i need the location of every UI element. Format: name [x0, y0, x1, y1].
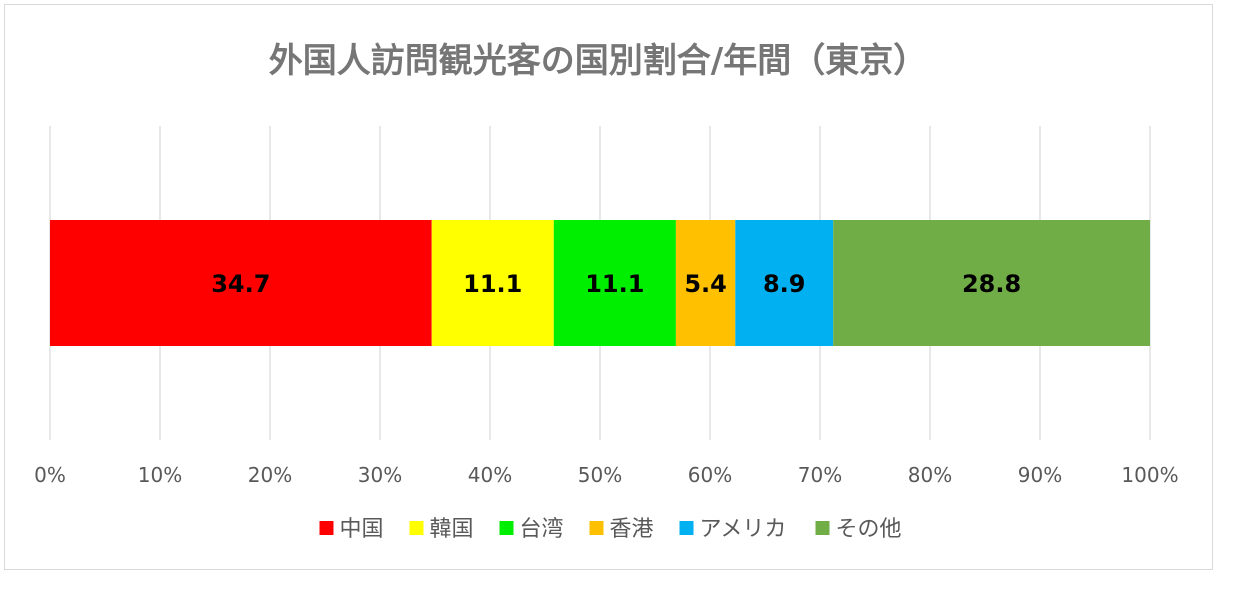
- x-tick-label: 60%: [688, 463, 732, 487]
- bar-segment: [553, 220, 676, 346]
- data-label: 28.8: [962, 270, 1021, 298]
- x-tick-label: 30%: [358, 463, 402, 487]
- legend-label: 香港: [610, 517, 654, 542]
- x-tick-label: 20%: [248, 463, 292, 487]
- data-label: 11.1: [585, 270, 644, 298]
- bar-segment: [431, 220, 554, 346]
- legend-label: アメリカ: [700, 517, 787, 542]
- x-tick-label: 80%: [908, 463, 952, 487]
- legend-swatch: [589, 521, 604, 535]
- bar-segment: [735, 220, 834, 346]
- bar-segment: [50, 220, 432, 346]
- legend-swatch: [679, 521, 694, 535]
- legend-swatch: [409, 521, 424, 535]
- x-axis-ticks: 0% 10% 20% 30% 40% 50% 60% 70% 80% 90% 100%: [34, 463, 1178, 487]
- x-tick-label: 0%: [34, 463, 66, 487]
- x-tick-label: 10%: [138, 463, 182, 487]
- chart-title: 外国人訪問観光客の国別割合/年間（東京）: [269, 41, 927, 81]
- data-labels: 34.7 11.1 11.1 5.4 8.9 28.8: [211, 270, 1021, 298]
- legend-label: 中国: [340, 517, 384, 542]
- bar-segment: [675, 220, 736, 346]
- legend: 中国 韓国 台湾 香港 アメリカ その他: [319, 517, 902, 542]
- data-label: 34.7: [211, 270, 270, 298]
- data-label: 5.4: [684, 270, 727, 298]
- legend-swatch: [815, 521, 830, 535]
- x-tick-label: 40%: [468, 463, 512, 487]
- legend-swatch: [499, 521, 514, 535]
- legend-label: 台湾: [520, 517, 564, 542]
- x-tick-label: 90%: [1018, 463, 1062, 487]
- legend-label: 韓国: [430, 517, 474, 542]
- legend-swatch: [319, 521, 334, 535]
- legend-label: その他: [836, 517, 902, 542]
- data-label: 8.9: [763, 270, 806, 298]
- data-label: 11.1: [463, 270, 522, 298]
- bar-segment: [833, 220, 1150, 346]
- x-tick-label: 70%: [798, 463, 842, 487]
- x-tick-label: 100%: [1121, 463, 1178, 487]
- x-tick-label: 50%: [578, 463, 622, 487]
- bar-segments: [50, 220, 1150, 346]
